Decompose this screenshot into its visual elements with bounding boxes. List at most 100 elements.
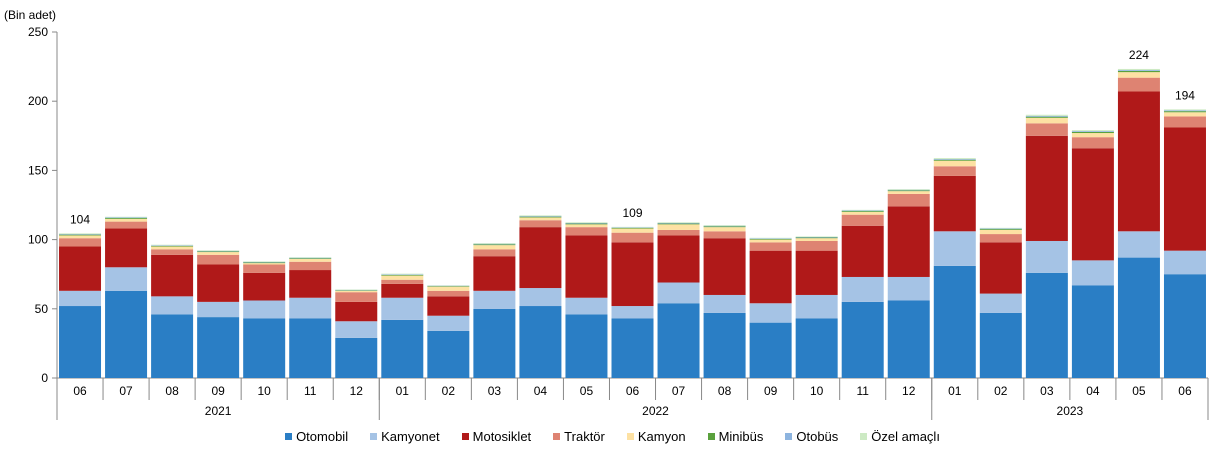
bar-segment-otomobil	[427, 330, 470, 378]
bar-segment-motosiklet	[979, 242, 1022, 294]
legend-item: Motosiklet	[461, 429, 531, 444]
bar-segment-kamyonet	[887, 276, 930, 301]
bar-segment-motosiklet	[565, 235, 608, 298]
bar-segment--zel-ama-l-	[381, 273, 424, 275]
bar-segment-otomobil	[703, 312, 746, 378]
bar-segment-otob-s	[1163, 110, 1206, 112]
bar-segment-motosiklet	[243, 272, 286, 301]
x-tick-label: 04	[1086, 384, 1100, 398]
bar-segment-kamyon	[1071, 133, 1114, 138]
bar-segment-otomobil	[289, 318, 332, 378]
bar-segment-otob-s	[1025, 115, 1068, 117]
x-tick-label: 02	[442, 384, 456, 398]
bar-segment-otob-s	[59, 234, 102, 235]
bar-segment-trakt-r	[59, 238, 102, 247]
bar-segment-kamyonet	[289, 297, 332, 319]
bar-segment-motosiklet	[151, 254, 194, 297]
bar-segment-otomobil	[381, 319, 424, 378]
bar-segment-minib-s	[335, 290, 378, 291]
bar-segment-minib-s	[243, 262, 286, 264]
bar-segment-otob-s	[979, 228, 1022, 230]
bar-segment-trakt-r	[933, 166, 976, 176]
x-tick-label: 09	[211, 384, 225, 398]
bar-segment-otomobil	[473, 308, 516, 378]
bar-segment-otomobil	[105, 290, 148, 378]
bar-segment-kamyon	[933, 160, 976, 167]
bar-segment-trakt-r	[473, 249, 516, 257]
bar-segment-minib-s	[105, 218, 148, 219]
bar-segment--zel-ama-l-	[657, 222, 700, 223]
bar-segment-otob-s	[243, 261, 286, 263]
bar-segment-otob-s	[841, 210, 884, 212]
bar-segment-minib-s	[197, 251, 240, 253]
data-label: 109	[622, 206, 642, 220]
bar-segment-motosiklet	[703, 238, 746, 295]
bar-segment--zel-ama-l-	[841, 209, 884, 211]
legend-swatch	[707, 433, 715, 440]
bar-segment-kamyon	[519, 217, 562, 221]
bar-segment-motosiklet	[289, 270, 332, 298]
bar-segment-kamyonet	[335, 321, 378, 338]
bar-segment-motosiklet	[1071, 148, 1114, 261]
bar-segment-trakt-r	[243, 264, 286, 273]
x-tick-label: 06	[1178, 384, 1192, 398]
bar-segment-otob-s	[565, 222, 608, 224]
bar-segment-minib-s	[749, 238, 792, 240]
bar-segment-minib-s	[289, 258, 332, 259]
bar-segment-kamyon	[151, 246, 194, 250]
bar-segment-kamyonet	[151, 296, 194, 315]
legend-swatch	[553, 433, 561, 440]
bar-segment-otob-s	[381, 274, 424, 275]
x-tick-label: 08	[718, 384, 732, 398]
bar-segment-kamyonet	[381, 297, 424, 320]
bar-segment-kamyonet	[841, 276, 884, 302]
bar-segment-otomobil	[1117, 257, 1160, 378]
bar-segment--zel-ama-l-	[749, 237, 792, 239]
bar-segment-kamyonet	[197, 301, 240, 318]
bar-segment-otomobil	[841, 301, 884, 378]
legend-swatch	[285, 433, 293, 440]
bar-segment--zel-ama-l-	[519, 215, 562, 217]
bar-segment-motosiklet	[749, 250, 792, 304]
bar-segment-kamyonet	[565, 297, 608, 315]
bar-segment-otob-s	[795, 236, 838, 238]
bar-segment-otob-s	[1071, 131, 1114, 132]
bar-segment-otob-s	[289, 257, 332, 259]
bar-segment-minib-s	[565, 223, 608, 225]
x-tick-label: 06	[73, 384, 87, 398]
bar-segment-trakt-r	[381, 279, 424, 284]
x-tick-label: 05	[1132, 384, 1146, 398]
legend-item: Otomobil	[285, 429, 348, 444]
x-tick-label: 11	[304, 384, 317, 398]
bar-segment-motosiklet	[1163, 127, 1206, 251]
bar-segment-kamyon	[427, 286, 470, 291]
bar-segment-kamyonet	[703, 294, 746, 313]
bar-segment-kamyon	[841, 211, 884, 215]
legend-label: Kamyon	[637, 429, 686, 444]
bar-segment-minib-s	[1163, 111, 1206, 113]
legend-swatch	[461, 433, 469, 440]
data-label: 104	[70, 212, 90, 226]
legend-label: Traktör	[564, 429, 605, 444]
bar-segment--zel-ama-l-	[611, 226, 654, 228]
bar-segment-kamyonet	[611, 306, 654, 319]
bar-segment-trakt-r	[289, 261, 332, 271]
bar-segment-otob-s	[1117, 70, 1160, 71]
legend-item: Kamyonet	[370, 429, 440, 444]
bar-segment-kamyon	[1163, 112, 1206, 117]
bar-segment-kamyonet	[657, 282, 700, 304]
bar-segment-kamyonet	[795, 294, 838, 319]
year-group-label: 2022	[642, 404, 669, 418]
bar-segment-motosiklet	[887, 206, 930, 277]
bar-segment-minib-s	[1117, 70, 1160, 73]
bar-segment-kamyonet	[519, 288, 562, 307]
bar-segment--zel-ama-l-	[289, 257, 332, 258]
y-tick-label: 150	[28, 163, 48, 177]
bar-segment-otomobil	[243, 318, 286, 378]
bar-segment-minib-s	[887, 190, 930, 192]
bar-segment-motosiklet	[795, 250, 838, 295]
bar-segment-kamyon	[473, 245, 516, 250]
legend-swatch	[785, 433, 793, 440]
bar-segment-motosiklet	[1117, 91, 1160, 232]
x-tick-label: 03	[488, 384, 502, 398]
